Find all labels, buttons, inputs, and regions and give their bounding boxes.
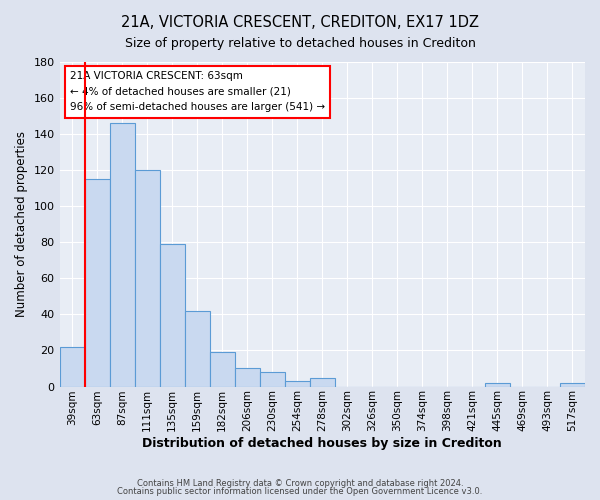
Bar <box>160 244 185 386</box>
Bar <box>235 368 260 386</box>
Bar <box>285 381 310 386</box>
Bar <box>209 352 235 386</box>
Bar <box>260 372 285 386</box>
Text: Contains public sector information licensed under the Open Government Licence v3: Contains public sector information licen… <box>118 487 482 496</box>
Text: 21A VICTORIA CRESCENT: 63sqm
← 4% of detached houses are smaller (21)
96% of sem: 21A VICTORIA CRESCENT: 63sqm ← 4% of det… <box>70 72 325 112</box>
Bar <box>110 123 134 386</box>
Text: Contains HM Land Registry data © Crown copyright and database right 2024.: Contains HM Land Registry data © Crown c… <box>137 478 463 488</box>
Y-axis label: Number of detached properties: Number of detached properties <box>15 131 28 317</box>
Text: 21A, VICTORIA CRESCENT, CREDITON, EX17 1DZ: 21A, VICTORIA CRESCENT, CREDITON, EX17 1… <box>121 15 479 30</box>
Bar <box>185 310 209 386</box>
Bar <box>485 383 510 386</box>
Text: Size of property relative to detached houses in Crediton: Size of property relative to detached ho… <box>125 38 475 51</box>
Bar <box>560 383 585 386</box>
X-axis label: Distribution of detached houses by size in Crediton: Distribution of detached houses by size … <box>142 437 502 450</box>
Bar <box>59 347 85 387</box>
Bar <box>310 378 335 386</box>
Bar <box>85 179 110 386</box>
Bar <box>134 170 160 386</box>
